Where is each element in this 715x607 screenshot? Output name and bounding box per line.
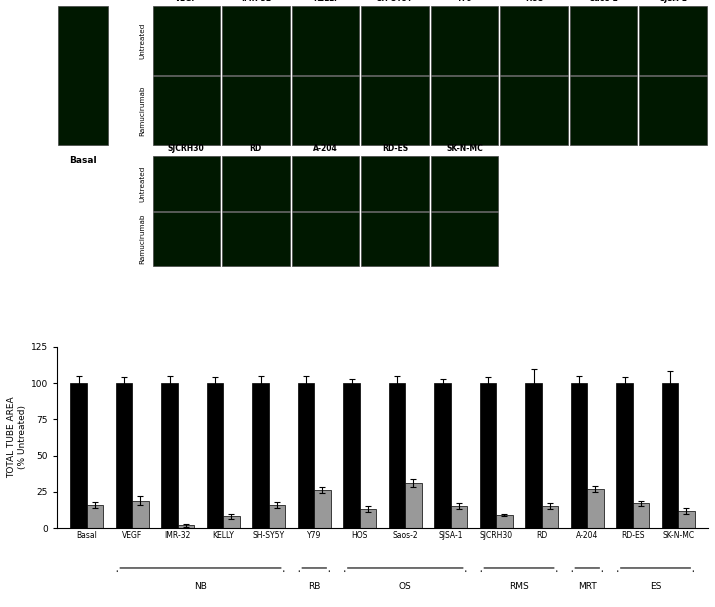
- Text: Basal: Basal: [69, 156, 97, 165]
- Bar: [207, 383, 223, 528]
- Bar: [222, 7, 290, 75]
- Bar: [58, 7, 108, 145]
- Bar: [315, 490, 330, 528]
- Bar: [526, 383, 542, 528]
- Bar: [178, 525, 194, 528]
- Bar: [571, 383, 587, 528]
- Bar: [252, 383, 269, 528]
- Text: RMS: RMS: [509, 583, 529, 591]
- Text: VEGF: VEGF: [175, 0, 197, 4]
- Bar: [633, 503, 649, 528]
- Bar: [639, 7, 707, 75]
- Bar: [430, 76, 498, 145]
- Text: MRT: MRT: [578, 583, 596, 591]
- Bar: [405, 483, 422, 528]
- Bar: [662, 383, 679, 528]
- Text: RD-ES: RD-ES: [382, 144, 408, 154]
- Bar: [162, 383, 178, 528]
- Bar: [496, 515, 513, 528]
- Text: IMR-32: IMR-32: [241, 0, 271, 4]
- Text: HOS: HOS: [525, 0, 543, 4]
- Bar: [542, 506, 558, 528]
- Text: Ramucirumab: Ramucirumab: [139, 86, 145, 136]
- Text: SH-SY5Y: SH-SY5Y: [377, 0, 413, 4]
- Bar: [430, 157, 498, 211]
- Bar: [430, 212, 498, 266]
- Bar: [616, 383, 633, 528]
- Text: SK-N-MC: SK-N-MC: [446, 144, 483, 154]
- Bar: [570, 7, 637, 75]
- Bar: [292, 157, 359, 211]
- Bar: [361, 157, 429, 211]
- Text: OS: OS: [399, 583, 412, 591]
- Text: RD: RD: [250, 144, 262, 154]
- Bar: [152, 76, 220, 145]
- Bar: [639, 76, 707, 145]
- Bar: [343, 383, 360, 528]
- Bar: [389, 383, 405, 528]
- Text: Untreated: Untreated: [139, 165, 145, 202]
- Text: SJSA-1: SJSA-1: [659, 0, 687, 4]
- Bar: [679, 510, 695, 528]
- Text: Untreated: Untreated: [139, 22, 145, 59]
- Bar: [132, 501, 149, 528]
- Bar: [450, 506, 467, 528]
- Bar: [70, 383, 87, 528]
- Bar: [587, 489, 603, 528]
- Text: ES: ES: [650, 583, 661, 591]
- Bar: [222, 212, 290, 266]
- Text: Y79: Y79: [456, 0, 473, 4]
- Bar: [152, 7, 220, 75]
- Bar: [360, 509, 376, 528]
- Bar: [430, 7, 498, 75]
- Bar: [480, 383, 496, 528]
- Bar: [500, 7, 568, 75]
- Bar: [292, 7, 359, 75]
- Text: KELLY: KELLY: [313, 0, 338, 4]
- Bar: [152, 212, 220, 266]
- Y-axis label: TOTAL TUBE AREA
(% Untreated): TOTAL TUBE AREA (% Untreated): [7, 396, 26, 478]
- Bar: [361, 212, 429, 266]
- Bar: [222, 76, 290, 145]
- Text: Ramucirumab: Ramucirumab: [139, 214, 145, 264]
- Bar: [435, 383, 450, 528]
- Bar: [361, 76, 429, 145]
- Text: RB: RB: [308, 583, 320, 591]
- Bar: [361, 7, 429, 75]
- Bar: [152, 157, 220, 211]
- Bar: [292, 212, 359, 266]
- Bar: [292, 76, 359, 145]
- Bar: [116, 383, 132, 528]
- Text: SJCRH30: SJCRH30: [168, 144, 204, 154]
- Bar: [500, 76, 568, 145]
- Text: NB: NB: [194, 583, 207, 591]
- Bar: [269, 505, 285, 528]
- Bar: [298, 383, 315, 528]
- Bar: [570, 76, 637, 145]
- Text: Saos-2: Saos-2: [589, 0, 618, 4]
- Text: A-204: A-204: [313, 144, 337, 154]
- Bar: [87, 505, 103, 528]
- Bar: [223, 517, 240, 528]
- Bar: [222, 157, 290, 211]
